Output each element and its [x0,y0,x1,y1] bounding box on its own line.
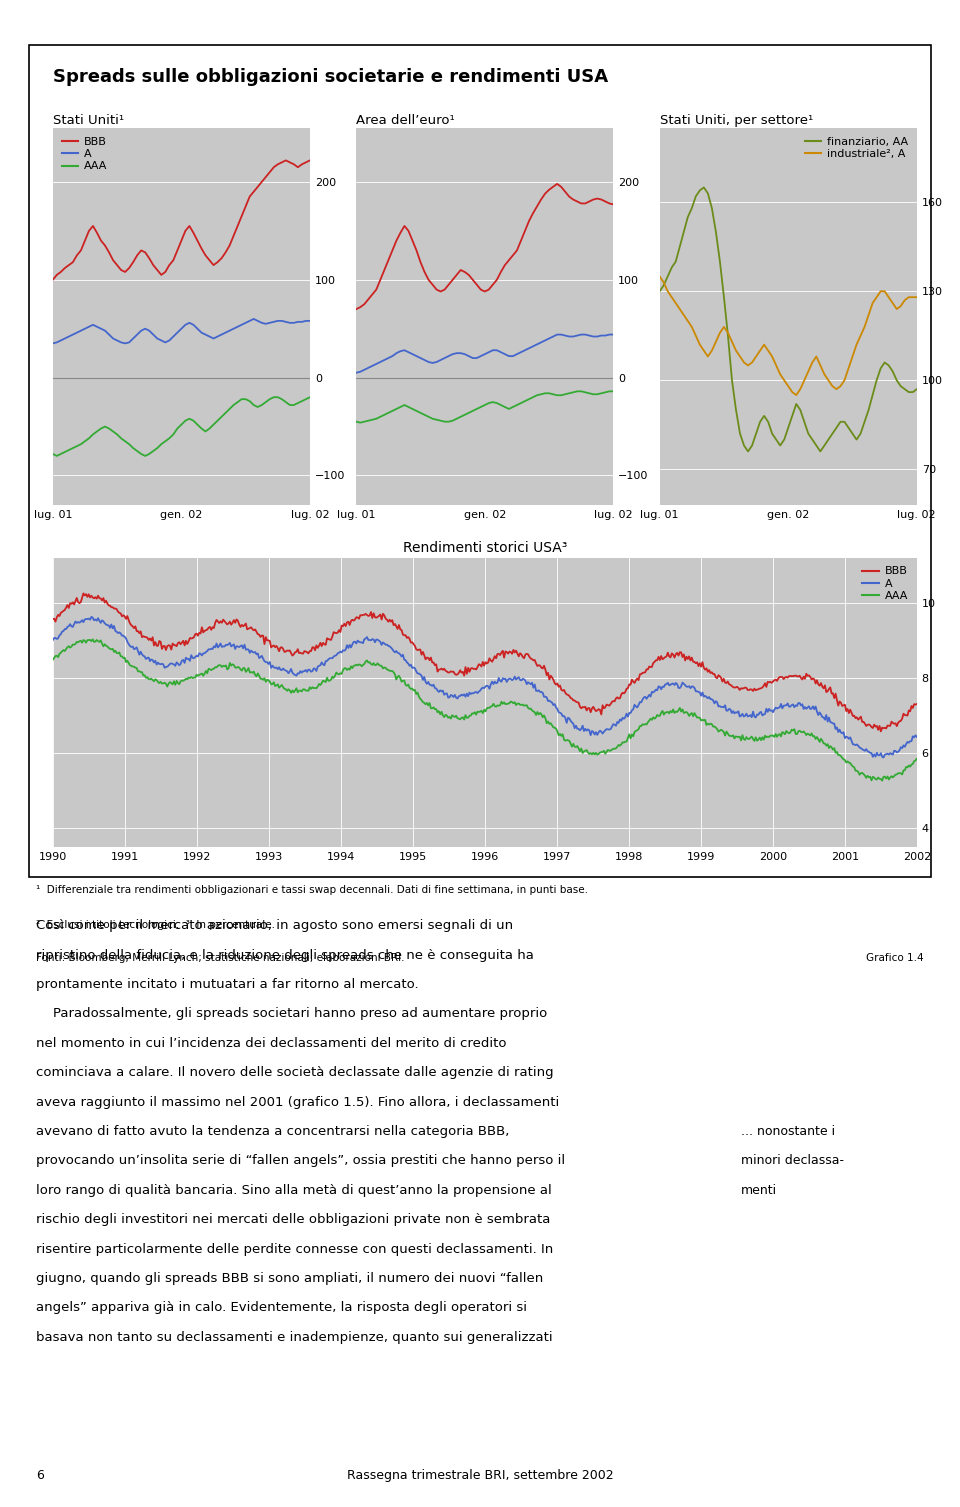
Text: loro rango di qualità bancaria. Sino alla metà di quest’anno la propensione al: loro rango di qualità bancaria. Sino all… [36,1185,552,1197]
Legend: finanziario, AA, industriale², A: finanziario, AA, industriale², A [802,134,911,163]
Title: Rendimenti storici USA³: Rendimenti storici USA³ [402,541,567,555]
Text: ²  Esclusi i titoli tecnologici.  ³  In percentuale.: ² Esclusi i titoli tecnologici. ³ In per… [36,919,276,930]
Text: ripristino della fiducia, e la riduzione degli spreads che ne è conseguita ha: ripristino della fiducia, e la riduzione… [36,949,535,961]
Text: ¹  Differenziale tra rendimenti obbligazionari e tassi swap decennali. Dati di f: ¹ Differenziale tra rendimenti obbligazi… [36,885,588,895]
Text: prontamente incitato i mutuatari a far ritorno al mercato.: prontamente incitato i mutuatari a far r… [36,978,420,992]
Text: nel momento in cui l’incidenza dei declassamenti del merito di credito: nel momento in cui l’incidenza dei decla… [36,1037,507,1050]
Text: angels” appariva già in calo. Evidentemente, la risposta degli operatori si: angels” appariva già in calo. Evidenteme… [36,1301,527,1314]
Text: Fonti: Bloomberg; Merrill Lynch; statistiche nazionali; elaborazioni BRI.: Fonti: Bloomberg; Merrill Lynch; statist… [36,954,405,963]
Text: aveva raggiunto il massimo nel 2001 (grafico 1.5). Fino allora, i declassamenti: aveva raggiunto il massimo nel 2001 (gra… [36,1096,560,1109]
Text: Così come per il mercato azionario, in agosto sono emersi segnali di un: Così come per il mercato azionario, in a… [36,919,514,933]
Text: rischio degli investitori nei mercati delle obbligazioni private non è sembrata: rischio degli investitori nei mercati de… [36,1213,551,1227]
Text: menti: menti [741,1185,778,1197]
Legend: BBB, A, AAA: BBB, A, AAA [59,134,110,175]
Text: basava non tanto su declassamenti e inadempienze, quanto sui generalizzati: basava non tanto su declassamenti e inad… [36,1331,553,1344]
Text: risentire particolarmente delle perdite connesse con questi declassamenti. In: risentire particolarmente delle perdite … [36,1242,554,1255]
Text: Grafico 1.4: Grafico 1.4 [866,954,924,963]
Text: Paradossalmente, gli spreads societari hanno preso ad aumentare proprio: Paradossalmente, gli spreads societari h… [36,1007,548,1020]
Text: cominciava a calare. Il novero delle società declassate dalle agenzie di rating: cominciava a calare. Il novero delle soc… [36,1067,554,1079]
Text: giugno, quando gli spreads BBB si sono ampliati, il numero dei nuovi “fallen: giugno, quando gli spreads BBB si sono a… [36,1272,543,1285]
Text: Stati Uniti, per settore¹: Stati Uniti, per settore¹ [660,115,813,127]
Text: 6: 6 [36,1469,44,1483]
Text: avevano di fatto avuto la tendenza a concentrarsi nella categoria BBB,: avevano di fatto avuto la tendenza a con… [36,1124,510,1138]
Text: ... nonostante i: ... nonostante i [741,1124,835,1138]
Text: Rassegna trimestrale BRI, settembre 2002: Rassegna trimestrale BRI, settembre 2002 [347,1469,613,1483]
Legend: BBB, A, AAA: BBB, A, AAA [859,564,911,604]
Text: Area dell’euro¹: Area dell’euro¹ [356,115,455,127]
Text: Stati Uniti¹: Stati Uniti¹ [53,115,124,127]
Text: Spreads sulle obbligazioni societarie e rendimenti USA: Spreads sulle obbligazioni societarie e … [53,68,608,86]
Text: provocando un’insolita serie di “fallen angels”, ossia prestiti che hanno perso : provocando un’insolita serie di “fallen … [36,1154,565,1168]
Text: minori declassa-: minori declassa- [741,1154,844,1168]
